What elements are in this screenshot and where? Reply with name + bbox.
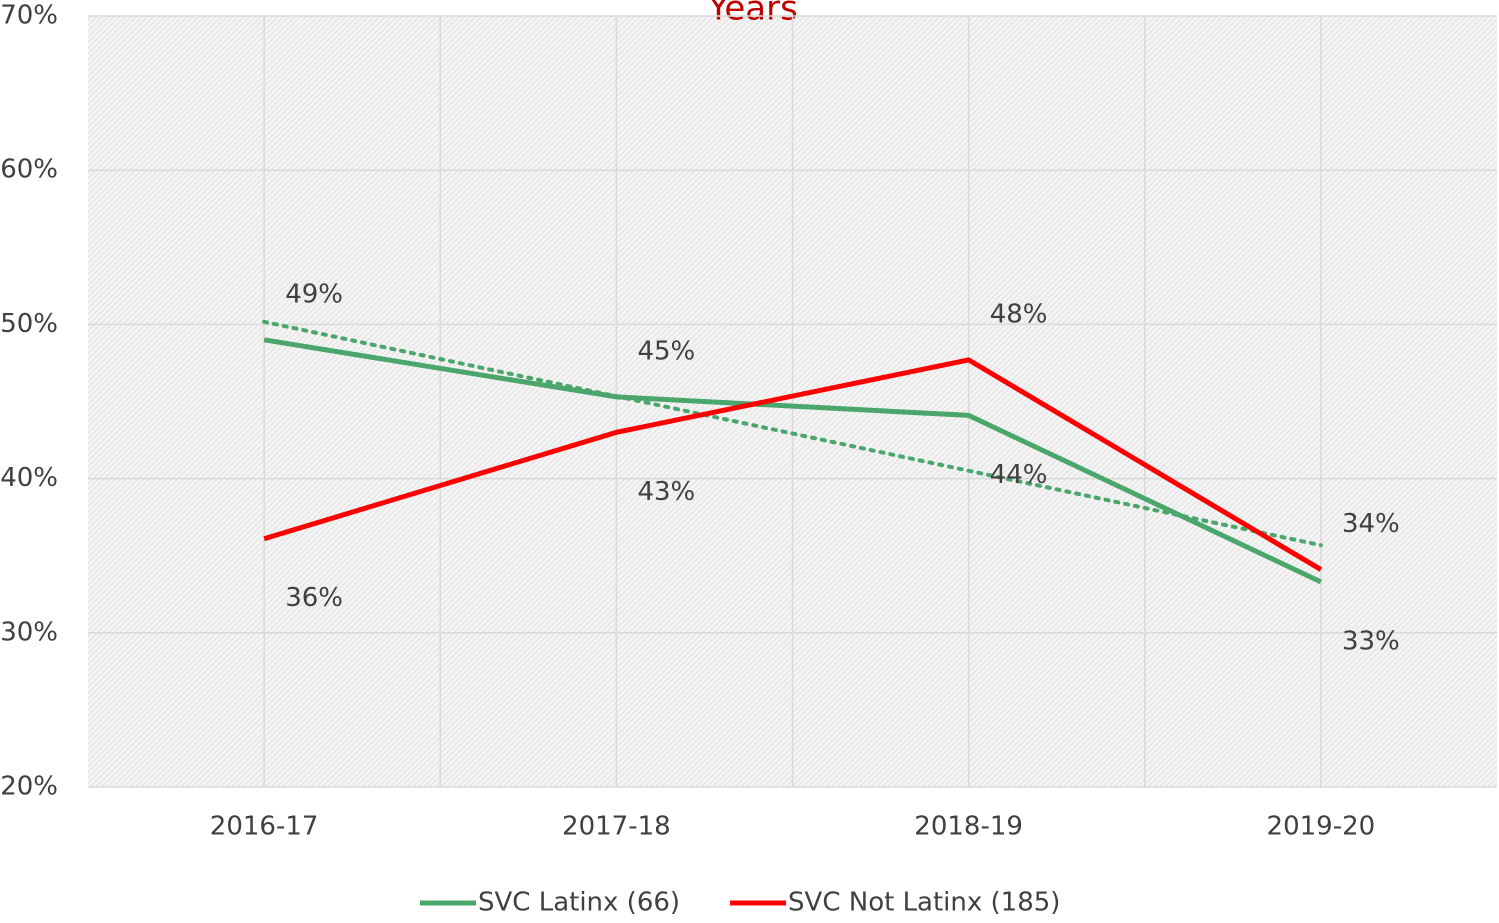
y-tick-label: 30% — [0, 617, 58, 647]
x-tick-label: 2017-18 — [562, 812, 671, 842]
data-label: 44% — [990, 460, 1048, 490]
y-tick-label: 70% — [0, 1, 58, 31]
data-label: 36% — [285, 583, 343, 613]
data-label: 34% — [1342, 509, 1400, 539]
data-label: 48% — [990, 299, 1048, 329]
y-tick-label: 50% — [0, 309, 58, 339]
y-tick-label: 20% — [0, 772, 58, 802]
y-tick-label: 60% — [0, 155, 58, 185]
y-tick-label: 40% — [0, 463, 58, 493]
legend-label: SVC Not Latinx (185) — [788, 888, 1060, 918]
line-series — [263, 337, 1322, 585]
x-tick-label: 2019-20 — [1267, 812, 1376, 842]
legend-label: SVC Latinx (66) — [478, 888, 680, 918]
trendline — [262, 319, 1323, 548]
data-label: 45% — [637, 336, 695, 366]
x-tick-label: 2018-19 — [914, 812, 1023, 842]
data-label: 33% — [1342, 626, 1400, 656]
line-series — [263, 357, 1323, 572]
data-label: 43% — [637, 477, 695, 507]
data-label: 49% — [285, 279, 343, 309]
x-tick-label: 2016-17 — [210, 812, 319, 842]
chart-title: Years — [707, 0, 798, 29]
